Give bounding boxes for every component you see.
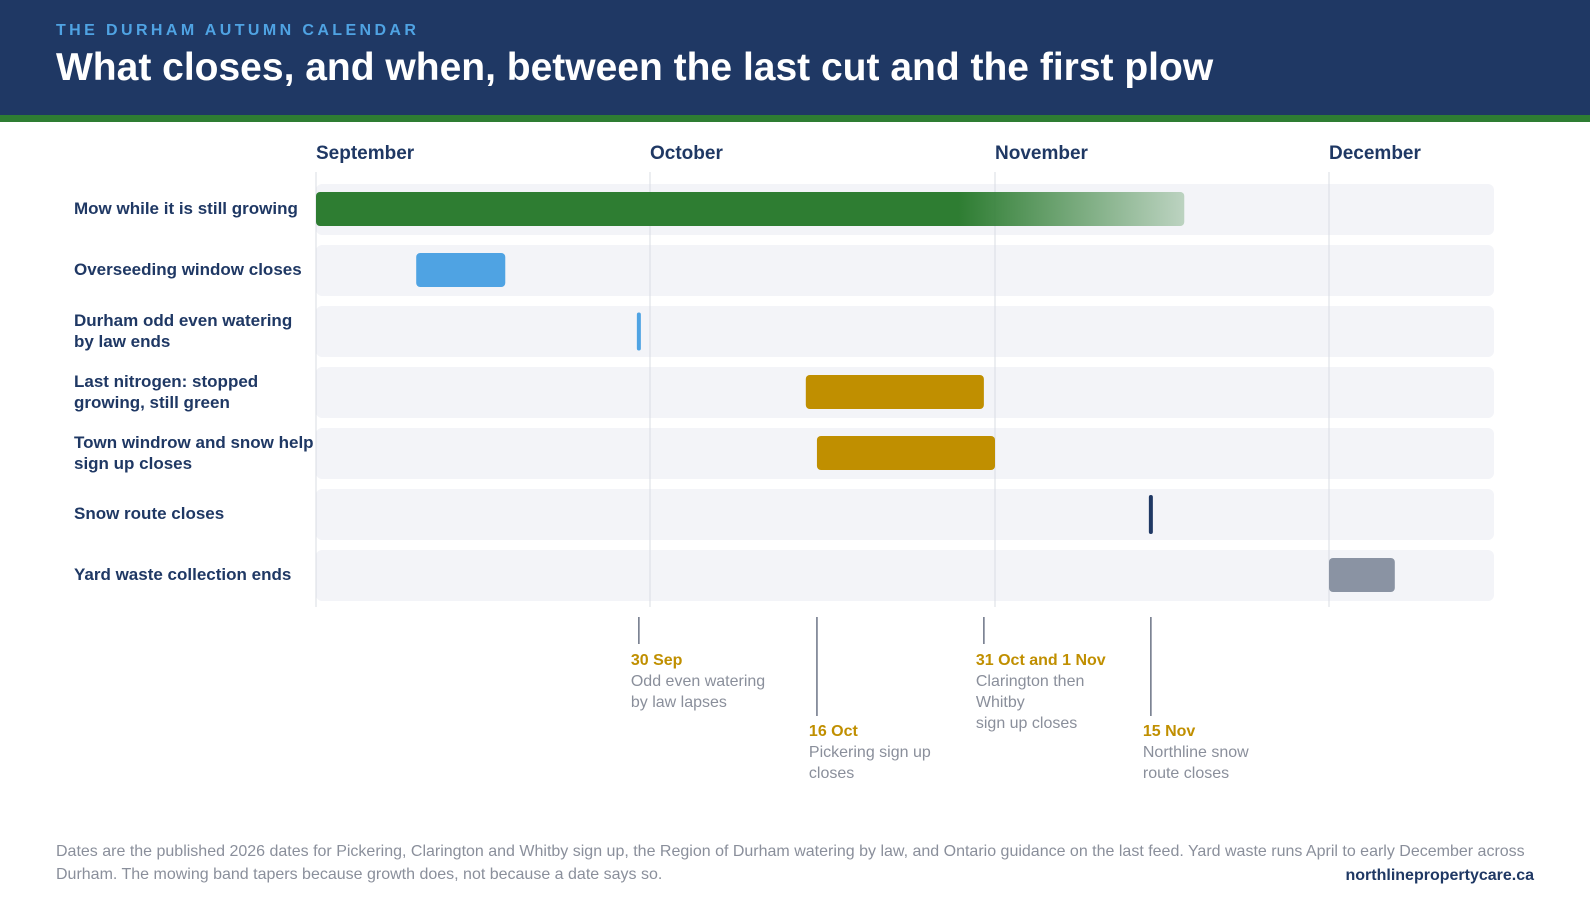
row-label: Durham odd even watering by law ends	[74, 311, 293, 351]
row-label: Last nitrogen: stopped growing, still gr…	[74, 372, 259, 412]
row-track	[316, 550, 1494, 601]
row-track	[316, 489, 1494, 540]
page-title: What closes, and when, between the last …	[56, 46, 1214, 89]
site-url: northlinepropertycare.ca	[1345, 867, 1535, 884]
row-label: Mow while it is still growing	[74, 199, 298, 218]
header-banner: THE DURHAM AUTUMN CALENDAR What closes, …	[0, 0, 1590, 115]
header-accent-stripe	[0, 115, 1590, 122]
callout: 16 Oct Pickering sign up closes	[809, 721, 969, 784]
month-label: September	[316, 143, 415, 164]
row-bar	[805, 375, 984, 409]
callout-description: sign up closes	[975, 715, 1078, 732]
row-track	[316, 306, 1494, 357]
callout: 30 Sep Odd even watering by law lapses	[631, 650, 791, 713]
row-label: Snow route closes	[74, 504, 225, 523]
row-bar	[816, 436, 995, 470]
callout: 31 Oct and 1 Nov Clarington then Whitby si…	[976, 650, 1136, 734]
callout-date: 31 Oct and 1 Nov	[975, 652, 1106, 669]
callout-description: Northline snow	[1142, 744, 1249, 761]
callout-description: Pickering sign up	[808, 744, 931, 761]
callout-date: 16 Oct	[808, 723, 858, 740]
eyebrow-label: THE DURHAM AUTUMN CALENDAR	[56, 22, 420, 39]
row-bar	[316, 192, 1185, 226]
callout-description: closes	[808, 765, 855, 782]
month-label: November	[995, 143, 1089, 164]
row-bar	[416, 253, 506, 287]
footnote: Dates are the published 2026 dates for P…	[56, 843, 1525, 883]
row-label: Yard waste collection ends	[74, 565, 292, 584]
row-marker	[1148, 495, 1153, 534]
row-marker	[636, 312, 641, 351]
callout-description: Clarington then Whitby	[975, 673, 1085, 711]
month-label: December	[1329, 143, 1421, 164]
month-label: October	[650, 143, 723, 164]
callout-description: Odd even watering	[630, 673, 766, 690]
callout-description: by law lapses	[630, 694, 727, 711]
row-label: Town windrow and snow help sign up close…	[74, 433, 314, 473]
row-track	[316, 245, 1494, 296]
callout-date: 30 Sep	[630, 652, 683, 669]
callout-description: route closes	[1142, 765, 1230, 782]
row-bar	[1329, 558, 1395, 592]
callout: 15 Nov Northline snow route closes	[1143, 721, 1303, 784]
callout-date: 15 Nov	[1142, 723, 1196, 740]
row-label: Overseeding window closes	[74, 260, 302, 279]
